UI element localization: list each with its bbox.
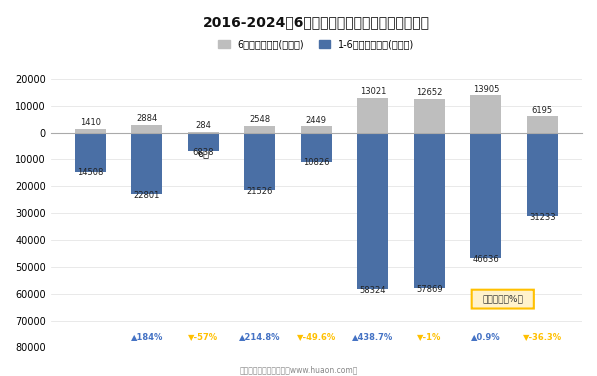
Text: 13905: 13905: [473, 85, 499, 94]
Legend: 6月进出口总额(万美元), 1-6月进出口总额(万美元): 6月进出口总额(万美元), 1-6月进出口总额(万美元): [214, 35, 418, 53]
Text: ▼-57%: ▼-57%: [188, 332, 219, 341]
Text: 6195: 6195: [532, 106, 553, 115]
Bar: [75, 129, 106, 132]
Text: ▼-49.6%: ▼-49.6%: [297, 332, 336, 341]
Bar: [414, 132, 445, 288]
Text: 2548: 2548: [249, 115, 270, 124]
Bar: [131, 125, 162, 132]
Bar: [470, 132, 501, 258]
Text: 12652: 12652: [416, 88, 442, 97]
Text: 14508: 14508: [77, 168, 103, 177]
Bar: [357, 132, 388, 289]
Text: 制图：华经产业研究院（www.huaon.com）: 制图：华经产业研究院（www.huaon.com）: [239, 365, 358, 374]
Bar: [188, 132, 219, 151]
Bar: [357, 97, 388, 132]
Bar: [527, 132, 558, 217]
Bar: [470, 95, 501, 132]
Text: 22801: 22801: [134, 191, 160, 200]
FancyBboxPatch shape: [472, 290, 534, 309]
Bar: [244, 126, 275, 132]
Text: ▼-1%: ▼-1%: [417, 332, 442, 341]
Bar: [301, 126, 332, 132]
Text: 同比增速（%）: 同比增速（%）: [482, 295, 523, 303]
Text: 10826: 10826: [303, 158, 330, 167]
Text: 284: 284: [195, 121, 211, 130]
Bar: [244, 132, 275, 190]
Text: 31233: 31233: [529, 213, 556, 222]
Bar: [527, 116, 558, 132]
Text: ▲438.7%: ▲438.7%: [352, 332, 393, 341]
Text: ▲184%: ▲184%: [131, 332, 163, 341]
Text: 46636: 46636: [472, 255, 499, 264]
Text: 13021: 13021: [359, 87, 386, 96]
Text: 6838: 6838: [193, 148, 214, 157]
Bar: [414, 99, 445, 132]
Text: 57869: 57869: [416, 285, 442, 294]
Bar: [75, 132, 106, 171]
Bar: [301, 132, 332, 162]
Bar: [131, 132, 162, 194]
Text: ▼-36.3%: ▼-36.3%: [523, 332, 562, 341]
Text: 58324: 58324: [359, 286, 386, 295]
Title: 2016-2024年6月兰州新区综合保税区进出口总额: 2016-2024年6月兰州新区综合保税区进出口总额: [203, 15, 430, 29]
Text: 2884: 2884: [136, 114, 158, 123]
Text: ▲0.9%: ▲0.9%: [471, 332, 501, 341]
Text: 2449: 2449: [306, 115, 327, 124]
Text: 21526: 21526: [247, 187, 273, 196]
Text: ▲214.8%: ▲214.8%: [239, 332, 281, 341]
Text: 1410: 1410: [80, 118, 101, 127]
